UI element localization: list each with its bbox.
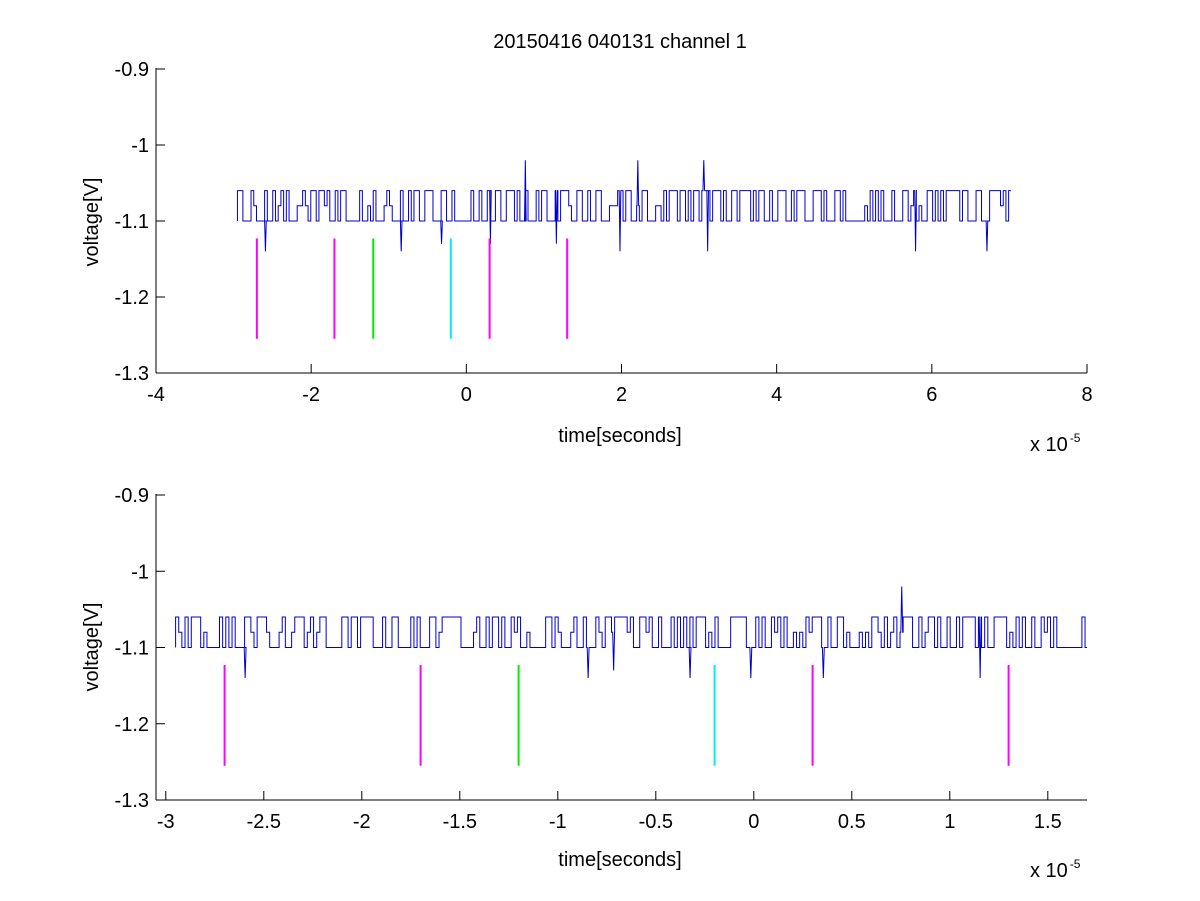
- top-subplot: -4 -2 0 2 4 6 8 -0.9 -1 -1.1 -1.2 -1.3 time[seconds…: [81, 59, 1093, 456]
- bottom-signal-trace: [175, 586, 1087, 679]
- x-tick-label: 2: [616, 384, 627, 406]
- top-x-exponent-base: x 10: [1030, 434, 1068, 456]
- y-tick-label: -1.3: [115, 363, 149, 385]
- y-tick-label: -1.2: [115, 714, 149, 736]
- x-tick-label: 6: [926, 384, 937, 406]
- y-tick-label: -1.2: [115, 287, 149, 309]
- x-tick-label: 0.5: [838, 811, 866, 833]
- y-tick-label: -0.9: [115, 485, 149, 507]
- x-tick-label: -2.5: [247, 811, 281, 833]
- x-tick-label: -2: [302, 384, 320, 406]
- voltage-trace-line: [175, 586, 1087, 679]
- x-tick-label: -3: [157, 811, 175, 833]
- y-tick-label: -1.3: [115, 790, 149, 812]
- y-tick-label: -1: [131, 135, 149, 157]
- x-tick-label: -1: [549, 811, 567, 833]
- y-tick-label: -1: [131, 561, 149, 583]
- x-tick-label: -1.5: [443, 811, 477, 833]
- bottom-axes: -3 -2.5 -2 -1.5 -1 -0.5 0 0.5 1 1.5 -0.9 -1 -1.1 -1.2…: [115, 485, 1087, 833]
- x-tick-label: 0: [461, 384, 472, 406]
- x-tick-label: 0: [748, 811, 759, 833]
- bottom-x-exponent: x 10 -5: [1030, 857, 1081, 882]
- x-tick-label: 1.5: [1034, 811, 1062, 833]
- bottom-x-axis-label: time[seconds]: [558, 849, 681, 871]
- top-axes: -4 -2 0 2 4 6 8 -0.9 -1 -1.1 -1.2 -1.3: [115, 59, 1093, 406]
- top-x-exponent-power: -5: [1070, 431, 1081, 445]
- figure-title: 20150416 040131 channel 1: [493, 31, 747, 53]
- top-x-exponent: x 10 -5: [1030, 431, 1081, 456]
- top-signal-trace: [236, 160, 1011, 252]
- x-tick-label: -0.5: [639, 811, 673, 833]
- x-tick-label: 8: [1081, 384, 1092, 406]
- top-y-axis-label: voltage[V]: [81, 178, 103, 267]
- x-tick-label: -2: [353, 811, 371, 833]
- bottom-x-exponent-base: x 10: [1030, 860, 1068, 882]
- y-tick-label: -0.9: [115, 59, 149, 81]
- x-tick-label: 1: [944, 811, 955, 833]
- x-tick-label: -4: [147, 384, 165, 406]
- bottom-x-exponent-power: -5: [1070, 857, 1081, 871]
- bottom-event-markers: [223, 665, 1010, 766]
- top-x-axis-label: time[seconds]: [558, 425, 681, 447]
- voltage-trace-line: [236, 160, 1011, 252]
- bottom-subplot: -3 -2.5 -2 -1.5 -1 -0.5 0 0.5 1 1.5 -0.9 -1 -1.1 -1.2…: [81, 485, 1087, 882]
- y-tick-label: -1.1: [115, 638, 149, 660]
- top-event-markers: [255, 238, 569, 339]
- y-tick-label: -1.1: [115, 211, 149, 233]
- bottom-y-axis-label: voltage[V]: [81, 603, 103, 692]
- x-tick-label: 4: [771, 384, 782, 406]
